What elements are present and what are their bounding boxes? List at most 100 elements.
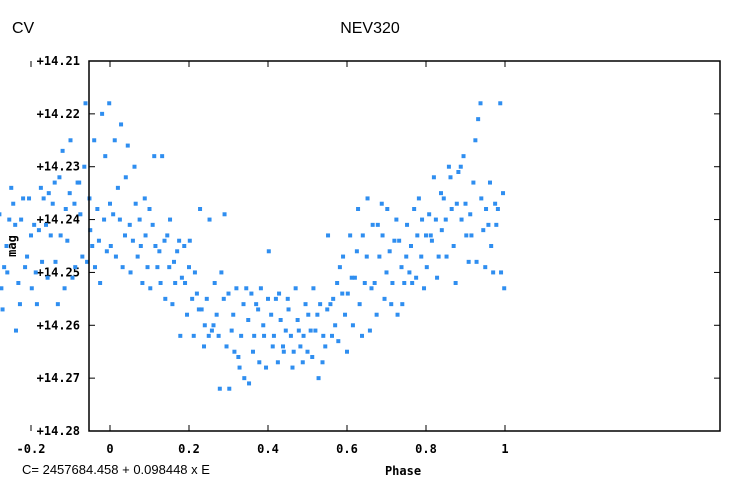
data-point xyxy=(266,249,271,254)
data-point xyxy=(78,212,83,217)
plot-frame xyxy=(88,60,721,432)
data-point xyxy=(177,238,182,243)
data-point xyxy=(90,244,95,248)
data-point xyxy=(62,286,67,291)
data-point xyxy=(152,154,157,159)
y-tick-label: +14.22 xyxy=(37,107,80,121)
x-tick-label: 0 xyxy=(106,442,113,456)
data-point xyxy=(402,281,407,285)
data-point xyxy=(216,333,221,338)
y-tick-label: +14.28 xyxy=(37,424,80,438)
x-tick-label: 0.6 xyxy=(336,442,358,456)
data-point xyxy=(125,143,130,148)
data-point xyxy=(60,148,65,153)
data-point xyxy=(441,196,446,201)
data-point xyxy=(357,302,362,307)
data-point xyxy=(137,217,142,222)
data-point xyxy=(404,254,409,259)
data-point xyxy=(337,265,342,270)
data-point xyxy=(281,349,286,354)
data-point xyxy=(11,201,16,206)
data-point xyxy=(23,265,28,270)
data-point xyxy=(214,312,219,317)
data-point xyxy=(178,333,183,338)
data-point xyxy=(234,286,239,291)
data-point xyxy=(119,122,124,127)
chart-title: NEV320 xyxy=(340,20,400,37)
data-point xyxy=(400,302,405,307)
data-point xyxy=(232,349,237,354)
data-point xyxy=(162,238,167,243)
data-point xyxy=(115,185,120,190)
data-point xyxy=(349,275,354,280)
data-point xyxy=(273,296,278,301)
data-point xyxy=(444,254,449,259)
data-point xyxy=(199,307,204,312)
data-point xyxy=(212,281,217,285)
data-point xyxy=(226,291,231,296)
data-point xyxy=(424,233,428,238)
data-point xyxy=(431,175,436,180)
data-point xyxy=(269,312,274,317)
data-point xyxy=(36,228,41,233)
data-point xyxy=(439,191,444,196)
x-tick-label: 0.4 xyxy=(257,442,279,456)
data-point xyxy=(275,360,280,365)
data-point xyxy=(209,328,214,333)
data-point xyxy=(377,254,382,259)
data-point xyxy=(48,233,53,238)
data-point xyxy=(453,281,458,285)
data-point xyxy=(414,275,419,280)
data-point xyxy=(446,164,451,169)
data-point xyxy=(408,244,413,248)
data-point xyxy=(473,138,478,143)
data-point xyxy=(53,259,58,264)
data-point xyxy=(498,101,503,106)
data-point xyxy=(254,302,259,307)
data-point xyxy=(16,281,21,285)
x-axis-ticks: -0.4-0.200.20.40.60.81 xyxy=(17,61,509,456)
data-point xyxy=(241,302,246,307)
data-point xyxy=(288,333,293,338)
data-point xyxy=(198,207,203,211)
data-point xyxy=(41,196,46,201)
data-point xyxy=(29,233,33,238)
data-point xyxy=(345,291,350,296)
data-point xyxy=(362,281,367,285)
data-point xyxy=(88,228,93,233)
data-point xyxy=(264,365,269,370)
data-point xyxy=(247,381,252,386)
data-point xyxy=(336,339,341,344)
data-point xyxy=(476,117,481,122)
data-point xyxy=(0,307,5,312)
data-point xyxy=(258,286,263,291)
data-point xyxy=(50,201,55,206)
data-point xyxy=(13,328,18,333)
data-point xyxy=(448,175,453,180)
data-point xyxy=(38,185,43,190)
data-point xyxy=(410,281,415,285)
data-point xyxy=(261,323,266,328)
data-point xyxy=(310,355,315,359)
data-point xyxy=(113,254,118,259)
data-point xyxy=(155,265,160,270)
data-point xyxy=(454,201,459,206)
data-point xyxy=(354,249,359,254)
data-point xyxy=(422,286,427,291)
data-point xyxy=(244,286,249,291)
data-point xyxy=(301,333,306,338)
data-point xyxy=(326,233,331,238)
data-point xyxy=(107,101,112,106)
data-point xyxy=(92,265,97,270)
data-point xyxy=(439,228,444,233)
data-point xyxy=(340,291,345,296)
data-point xyxy=(420,217,425,222)
data-point xyxy=(27,196,32,201)
data-point xyxy=(147,207,152,211)
data-point xyxy=(367,328,372,333)
data-point xyxy=(356,207,361,211)
data-point xyxy=(130,238,135,243)
data-point xyxy=(502,286,507,291)
data-point xyxy=(464,233,469,238)
data-point xyxy=(397,238,402,243)
